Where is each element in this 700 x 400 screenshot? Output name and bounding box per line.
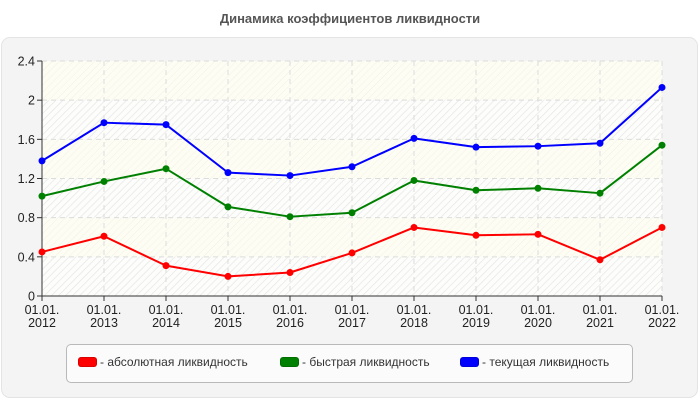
x-tick-label: 01.01.	[87, 303, 122, 317]
data-point-marker[interactable]	[348, 249, 356, 257]
x-tick-label: 2017	[338, 316, 366, 330]
x-tick-label: 01.01.	[645, 303, 680, 317]
x-tick-label: 2018	[400, 316, 428, 330]
legend-item-current[interactable]: - текущая ликвидность	[460, 355, 609, 369]
data-point-marker[interactable]	[38, 157, 46, 165]
x-tick-label: 01.01.	[273, 303, 308, 317]
data-point-marker[interactable]	[224, 203, 232, 211]
data-point-marker[interactable]	[472, 231, 480, 239]
data-point-marker[interactable]	[410, 134, 418, 142]
data-point-marker[interactable]	[100, 177, 108, 185]
data-point-marker[interactable]	[472, 186, 480, 194]
data-point-marker[interactable]	[286, 172, 294, 180]
x-tick-label: 01.01.	[521, 303, 556, 317]
legend-swatch-absolute	[78, 357, 97, 367]
y-tick-label: 0.4	[18, 250, 35, 264]
data-point-marker[interactable]	[410, 223, 418, 231]
series-1	[38, 141, 666, 221]
legend-label-absolute: - абсолютная ликвидность	[100, 355, 248, 369]
x-tick-label: 01.01.	[149, 303, 184, 317]
data-point-marker[interactable]	[348, 163, 356, 171]
x-tick-label: 2022	[648, 316, 676, 330]
data-point-marker[interactable]	[162, 121, 170, 129]
chart-legend: - абсолютная ликвидность - быстрая ликви…	[66, 344, 633, 383]
data-point-marker[interactable]	[534, 142, 542, 150]
x-tick-label: 2020	[524, 316, 552, 330]
data-point-marker[interactable]	[658, 83, 666, 91]
data-point-marker[interactable]	[162, 165, 170, 173]
x-tick-label: 2013	[90, 316, 118, 330]
x-tick-label: 01.01.	[25, 303, 60, 317]
data-series	[38, 83, 666, 280]
x-tick-label: 2016	[276, 316, 304, 330]
y-tick-label: 0.8	[18, 211, 35, 225]
data-point-marker[interactable]	[658, 141, 666, 149]
legend-item-absolute[interactable]: - абсолютная ликвидность	[78, 355, 248, 369]
data-point-marker[interactable]	[38, 192, 46, 200]
data-point-marker[interactable]	[348, 209, 356, 217]
x-tick-label: 2015	[214, 316, 242, 330]
legend-label-quick: - быстрая ликвидность	[302, 355, 430, 369]
x-tick-label: 01.01.	[583, 303, 618, 317]
x-tick-label: 2014	[152, 316, 180, 330]
legend-swatch-current	[460, 357, 479, 367]
data-point-marker[interactable]	[596, 139, 604, 147]
data-point-marker[interactable]	[38, 248, 46, 256]
x-tick-label: 01.01.	[335, 303, 370, 317]
y-tick-label: 1.2	[18, 172, 35, 186]
data-point-marker[interactable]	[534, 230, 542, 238]
series-2	[38, 83, 666, 180]
y-tick-label: 1.6	[18, 133, 35, 147]
data-point-marker[interactable]	[534, 184, 542, 192]
legend-label-current: - текущая ликвидность	[482, 355, 610, 369]
x-axis-ticks: 01.01.201201.01.201301.01.201401.01.2015…	[25, 296, 680, 330]
data-point-marker[interactable]	[286, 213, 294, 221]
y-axis-ticks: 0 0.4 0.8 1.2 1.6 2 2.4	[18, 55, 42, 304]
data-point-marker[interactable]	[286, 269, 294, 276]
data-point-marker[interactable]	[224, 272, 232, 280]
y-tick-label: 2.4	[18, 55, 35, 69]
legend-item-quick[interactable]: - быстрая ликвидность	[280, 355, 430, 369]
data-point-marker[interactable]	[100, 119, 108, 127]
data-point-marker[interactable]	[596, 189, 604, 197]
x-tick-label: 2012	[28, 316, 56, 330]
legend-swatch-quick	[280, 357, 299, 367]
series-0	[38, 223, 666, 280]
chart-title: Динамика коэффициентов ликвидности	[219, 11, 481, 26]
y-tick-label: 0	[28, 290, 35, 304]
data-point-marker[interactable]	[162, 262, 170, 270]
x-tick-label: 2021	[586, 316, 614, 330]
data-point-marker[interactable]	[658, 223, 666, 231]
x-tick-label: 01.01.	[211, 303, 246, 317]
data-point-marker[interactable]	[472, 143, 480, 151]
x-tick-label: 01.01.	[459, 303, 494, 317]
x-tick-label: 01.01.	[397, 303, 432, 317]
y-tick-label: 2	[28, 94, 35, 108]
data-point-marker[interactable]	[224, 169, 232, 177]
data-point-marker[interactable]	[410, 176, 418, 184]
data-point-marker[interactable]	[596, 256, 604, 264]
data-point-marker[interactable]	[100, 232, 108, 240]
x-tick-label: 2019	[462, 316, 490, 330]
